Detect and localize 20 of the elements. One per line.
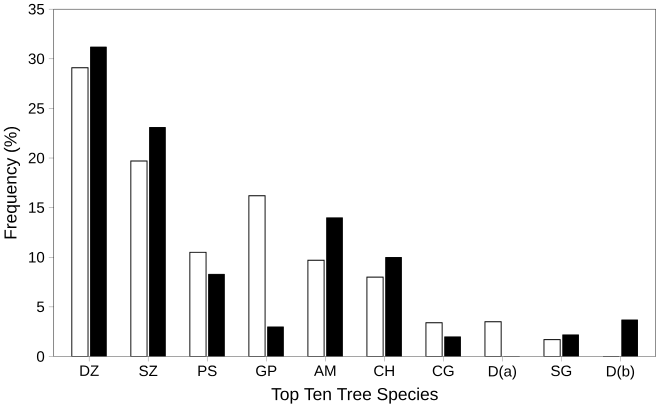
x-tick-label: GP <box>256 366 276 376</box>
y-tick-label: 30 <box>28 54 44 64</box>
x-tick-label: DZ <box>80 366 99 376</box>
x-tick-label: CG <box>432 366 454 376</box>
x-tick-label: SZ <box>139 366 158 376</box>
y-axis-title: Frequency (%) <box>4 127 20 239</box>
y-tick-label: 15 <box>29 202 44 214</box>
x-tick-label: AM <box>314 366 336 376</box>
x-tick-label: PS <box>198 366 217 376</box>
y-tick-label: 10 <box>29 252 44 263</box>
x-axis-title: Top Ten Tree Species <box>271 388 438 404</box>
x-tick-label: SG <box>551 366 572 376</box>
y-tick-label: 20 <box>28 152 44 164</box>
x-tick-label: D(b) <box>606 366 634 380</box>
y-tick-label: 5 <box>36 302 44 312</box>
y-tick-label: 35 <box>28 4 44 15</box>
y-tick-label: 0 <box>36 351 44 362</box>
x-tick-label: CH <box>374 366 394 376</box>
y-tick-label: 25 <box>28 103 44 114</box>
x-tick-label: D(a) <box>488 366 516 380</box>
